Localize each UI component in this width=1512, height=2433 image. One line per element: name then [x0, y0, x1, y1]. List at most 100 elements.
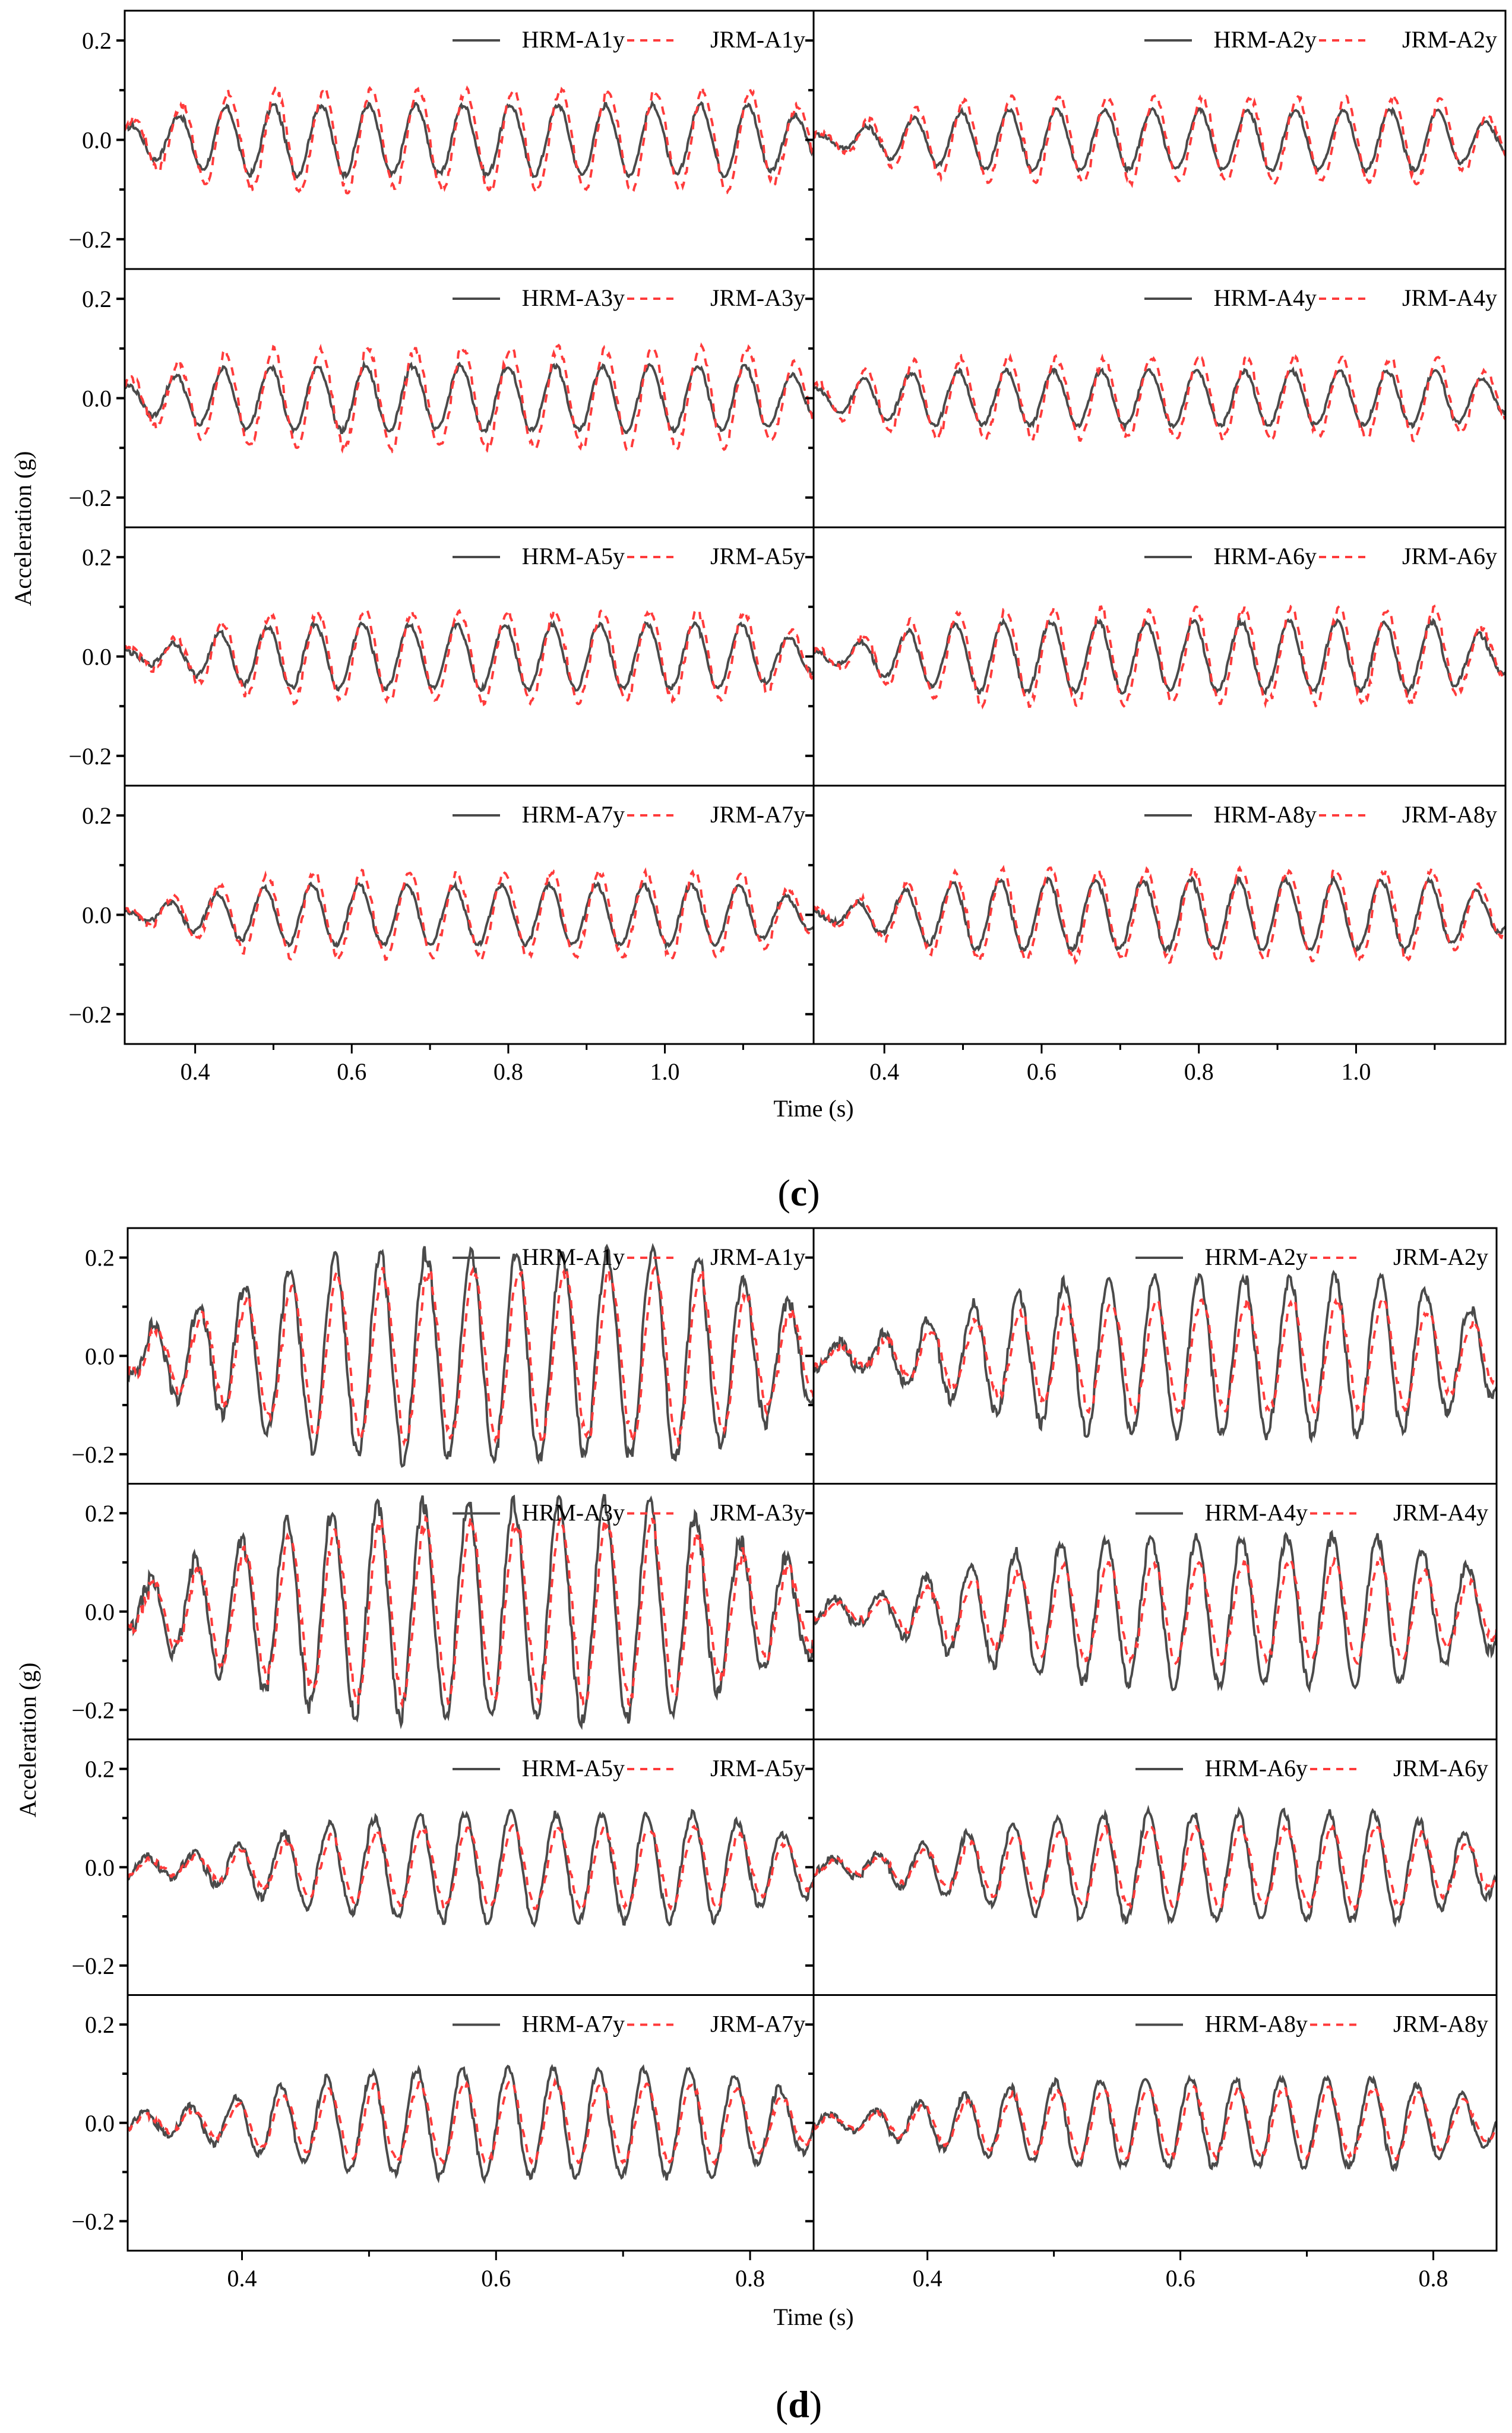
y-tick-label: −0.2: [71, 1953, 115, 1979]
hrm-series-line: [125, 99, 814, 181]
legend: JRM-A5y HRM-A5y: [453, 543, 805, 570]
subplot-a1y: −0.2 0.0 0.2 JRM-A1y HRM-A1y: [68, 10, 815, 270]
subplot-a4y: JRM-A4y HRM-A4y: [805, 1483, 1498, 1741]
hrm-series-line: [128, 1242, 814, 1468]
y-tick-label: 0.0: [82, 127, 112, 154]
y-tick-label: 0.0: [85, 1854, 115, 1881]
y-tick-label: 0.0: [82, 385, 112, 412]
y-tick-label: −0.2: [71, 1441, 115, 1468]
legend-label-hrm: HRM-A8y: [1214, 801, 1317, 828]
y-tick-label: 0.0: [85, 1343, 115, 1369]
y-tick-label: 0.2: [85, 1500, 115, 1527]
subplot-a3y: −0.2 0.0 0.2 JRM-A3y HRM-A3y: [68, 268, 815, 529]
x-tick-label: 0.4: [181, 1058, 210, 1085]
x-tick-label: 0.4: [869, 1058, 899, 1085]
x-tick-label: 1.0: [1341, 1058, 1371, 1085]
x-tick-label: 0.8: [1419, 2265, 1448, 2292]
legend: JRM-A6y HRM-A6y: [1135, 1755, 1488, 1782]
legend: JRM-A5y HRM-A5y: [453, 1755, 805, 1782]
legend-label-hrm: HRM-A3y: [522, 284, 625, 311]
subplot-a5y: −0.2 0.0 0.2 JRM-A5y HRM-A5y: [68, 526, 815, 787]
legend-label-hrm: HRM-A8y: [1205, 2011, 1308, 2037]
y-tick-label: 0.0: [85, 1599, 115, 1625]
legend: JRM-A2y HRM-A2y: [1144, 26, 1497, 53]
jrm-series-line: [125, 342, 814, 454]
legend-label-jrm: JRM-A7y: [710, 2011, 805, 2037]
hrm-series-line: [125, 880, 814, 951]
legend-label-jrm: JRM-A3y: [710, 284, 805, 311]
x-tick-label: 0.8: [494, 1058, 523, 1085]
legend-label-jrm: JRM-A6y: [1393, 1755, 1488, 1782]
hrm-series-line: [128, 1808, 814, 1928]
subplot-a5y: −0.2 0.0 0.2 JRM-A5y HRM-A5y: [71, 1738, 815, 1996]
x-tick-label: 0.8: [1184, 1058, 1214, 1085]
x-tick-label: 0.8: [735, 2265, 765, 2292]
legend: JRM-A2y HRM-A2y: [1135, 1244, 1488, 1270]
y-tick-label: −0.2: [68, 226, 112, 253]
y-tick-label: −0.2: [68, 743, 112, 770]
y-tick-label: 0.0: [82, 644, 112, 670]
legend-label-hrm: HRM-A5y: [522, 1755, 625, 1782]
legend: JRM-A4y HRM-A4y: [1135, 1499, 1488, 1526]
jrm-series-line: [814, 2083, 1497, 2162]
y-tick-label: 0.2: [85, 1756, 115, 1783]
jrm-series-line: [125, 867, 814, 963]
jrm-series-line: [814, 1556, 1497, 1666]
legend-label-jrm: JRM-A4y: [1393, 1499, 1488, 1526]
subplot-a7y: −0.2 0.0 0.2 JRM-A7y HRM-A7y: [71, 1994, 815, 2252]
legend-label-jrm: JRM-A5y: [710, 1755, 805, 1782]
legend-label-jrm: JRM-A7y: [710, 801, 805, 828]
x-axis-title: Time (s): [773, 1095, 853, 1122]
legend: JRM-A1y HRM-A1y: [453, 1244, 805, 1270]
y-tick-label: 0.0: [82, 902, 112, 929]
panel-label: (c): [777, 1172, 820, 1214]
subplot-a8y: JRM-A8y HRM-A8y: [805, 1994, 1498, 2252]
hrm-series-line: [128, 1494, 814, 1730]
legend: JRM-A7y HRM-A7y: [453, 801, 805, 828]
hrm-series-line: [125, 619, 814, 692]
legend-label-hrm: HRM-A5y: [522, 543, 625, 570]
hrm-series-line: [814, 1529, 1497, 1693]
panel-c: −0.2 0.0 0.2 JRM-A1y HRM-A1y JRM-A2y HRM-A2y −0…: [10, 10, 1507, 1214]
legend-label-jrm: JRM-A1y: [710, 1244, 805, 1270]
x-tick-label: 0.6: [1166, 2265, 1195, 2292]
y-axis-title: Acceleration (g): [14, 1663, 41, 1818]
subplot-a4y: JRM-A4y HRM-A4y: [805, 268, 1507, 529]
legend-label-hrm: HRM-A7y: [522, 801, 625, 828]
jrm-series-line: [128, 1823, 814, 1912]
y-tick-label: −0.2: [71, 2208, 115, 2235]
legend: JRM-A4y HRM-A4y: [1144, 284, 1497, 311]
jrm-series-line: [814, 604, 1505, 710]
legend: JRM-A6y HRM-A6y: [1144, 543, 1497, 570]
hrm-series-line: [814, 2074, 1497, 2172]
jrm-series-line: [814, 353, 1505, 444]
legend-label-hrm: HRM-A4y: [1205, 1499, 1308, 1526]
y-tick-label: 0.2: [85, 1245, 115, 1271]
hrm-series-line: [128, 2064, 814, 2185]
legend-label-hrm: HRM-A1y: [522, 26, 625, 53]
hrm-series-line: [814, 366, 1505, 432]
y-tick-label: −0.2: [68, 1001, 112, 1028]
legend-label-hrm: HRM-A1y: [522, 1244, 625, 1270]
legend: JRM-A1y HRM-A1y: [453, 26, 805, 53]
panel-label: (d): [776, 2383, 822, 2425]
subplot-a8y: JRM-A8y HRM-A8y: [805, 784, 1507, 1045]
legend-label-hrm: HRM-A7y: [522, 2011, 625, 2037]
hrm-series-line: [814, 106, 1505, 174]
legend-label-jrm: JRM-A8y: [1393, 2011, 1488, 2037]
legend-label-jrm: JRM-A2y: [1393, 1244, 1488, 1270]
legend: JRM-A8y HRM-A8y: [1144, 801, 1497, 828]
y-tick-label: −0.2: [71, 1697, 115, 1723]
subplot-a1y: −0.2 0.0 0.2 JRM-A1y HRM-A1y: [71, 1227, 815, 1485]
legend-label-jrm: JRM-A4y: [1402, 284, 1497, 311]
x-axis-title: Time (s): [773, 2304, 853, 2330]
subplot-a6y: JRM-A6y HRM-A6y: [805, 526, 1507, 787]
y-tick-label: 0.2: [85, 2011, 115, 2038]
legend-label-hrm: HRM-A3y: [522, 1499, 625, 1526]
legend-label-jrm: JRM-A6y: [1402, 543, 1497, 570]
panel-d: −0.2 0.0 0.2 JRM-A1y HRM-A1y JRM-A2y HRM-A2y −0…: [14, 1227, 1498, 2425]
hrm-series-line: [814, 617, 1505, 698]
jrm-series-line: [814, 1823, 1497, 1912]
y-tick-label: 0.0: [85, 2110, 115, 2137]
